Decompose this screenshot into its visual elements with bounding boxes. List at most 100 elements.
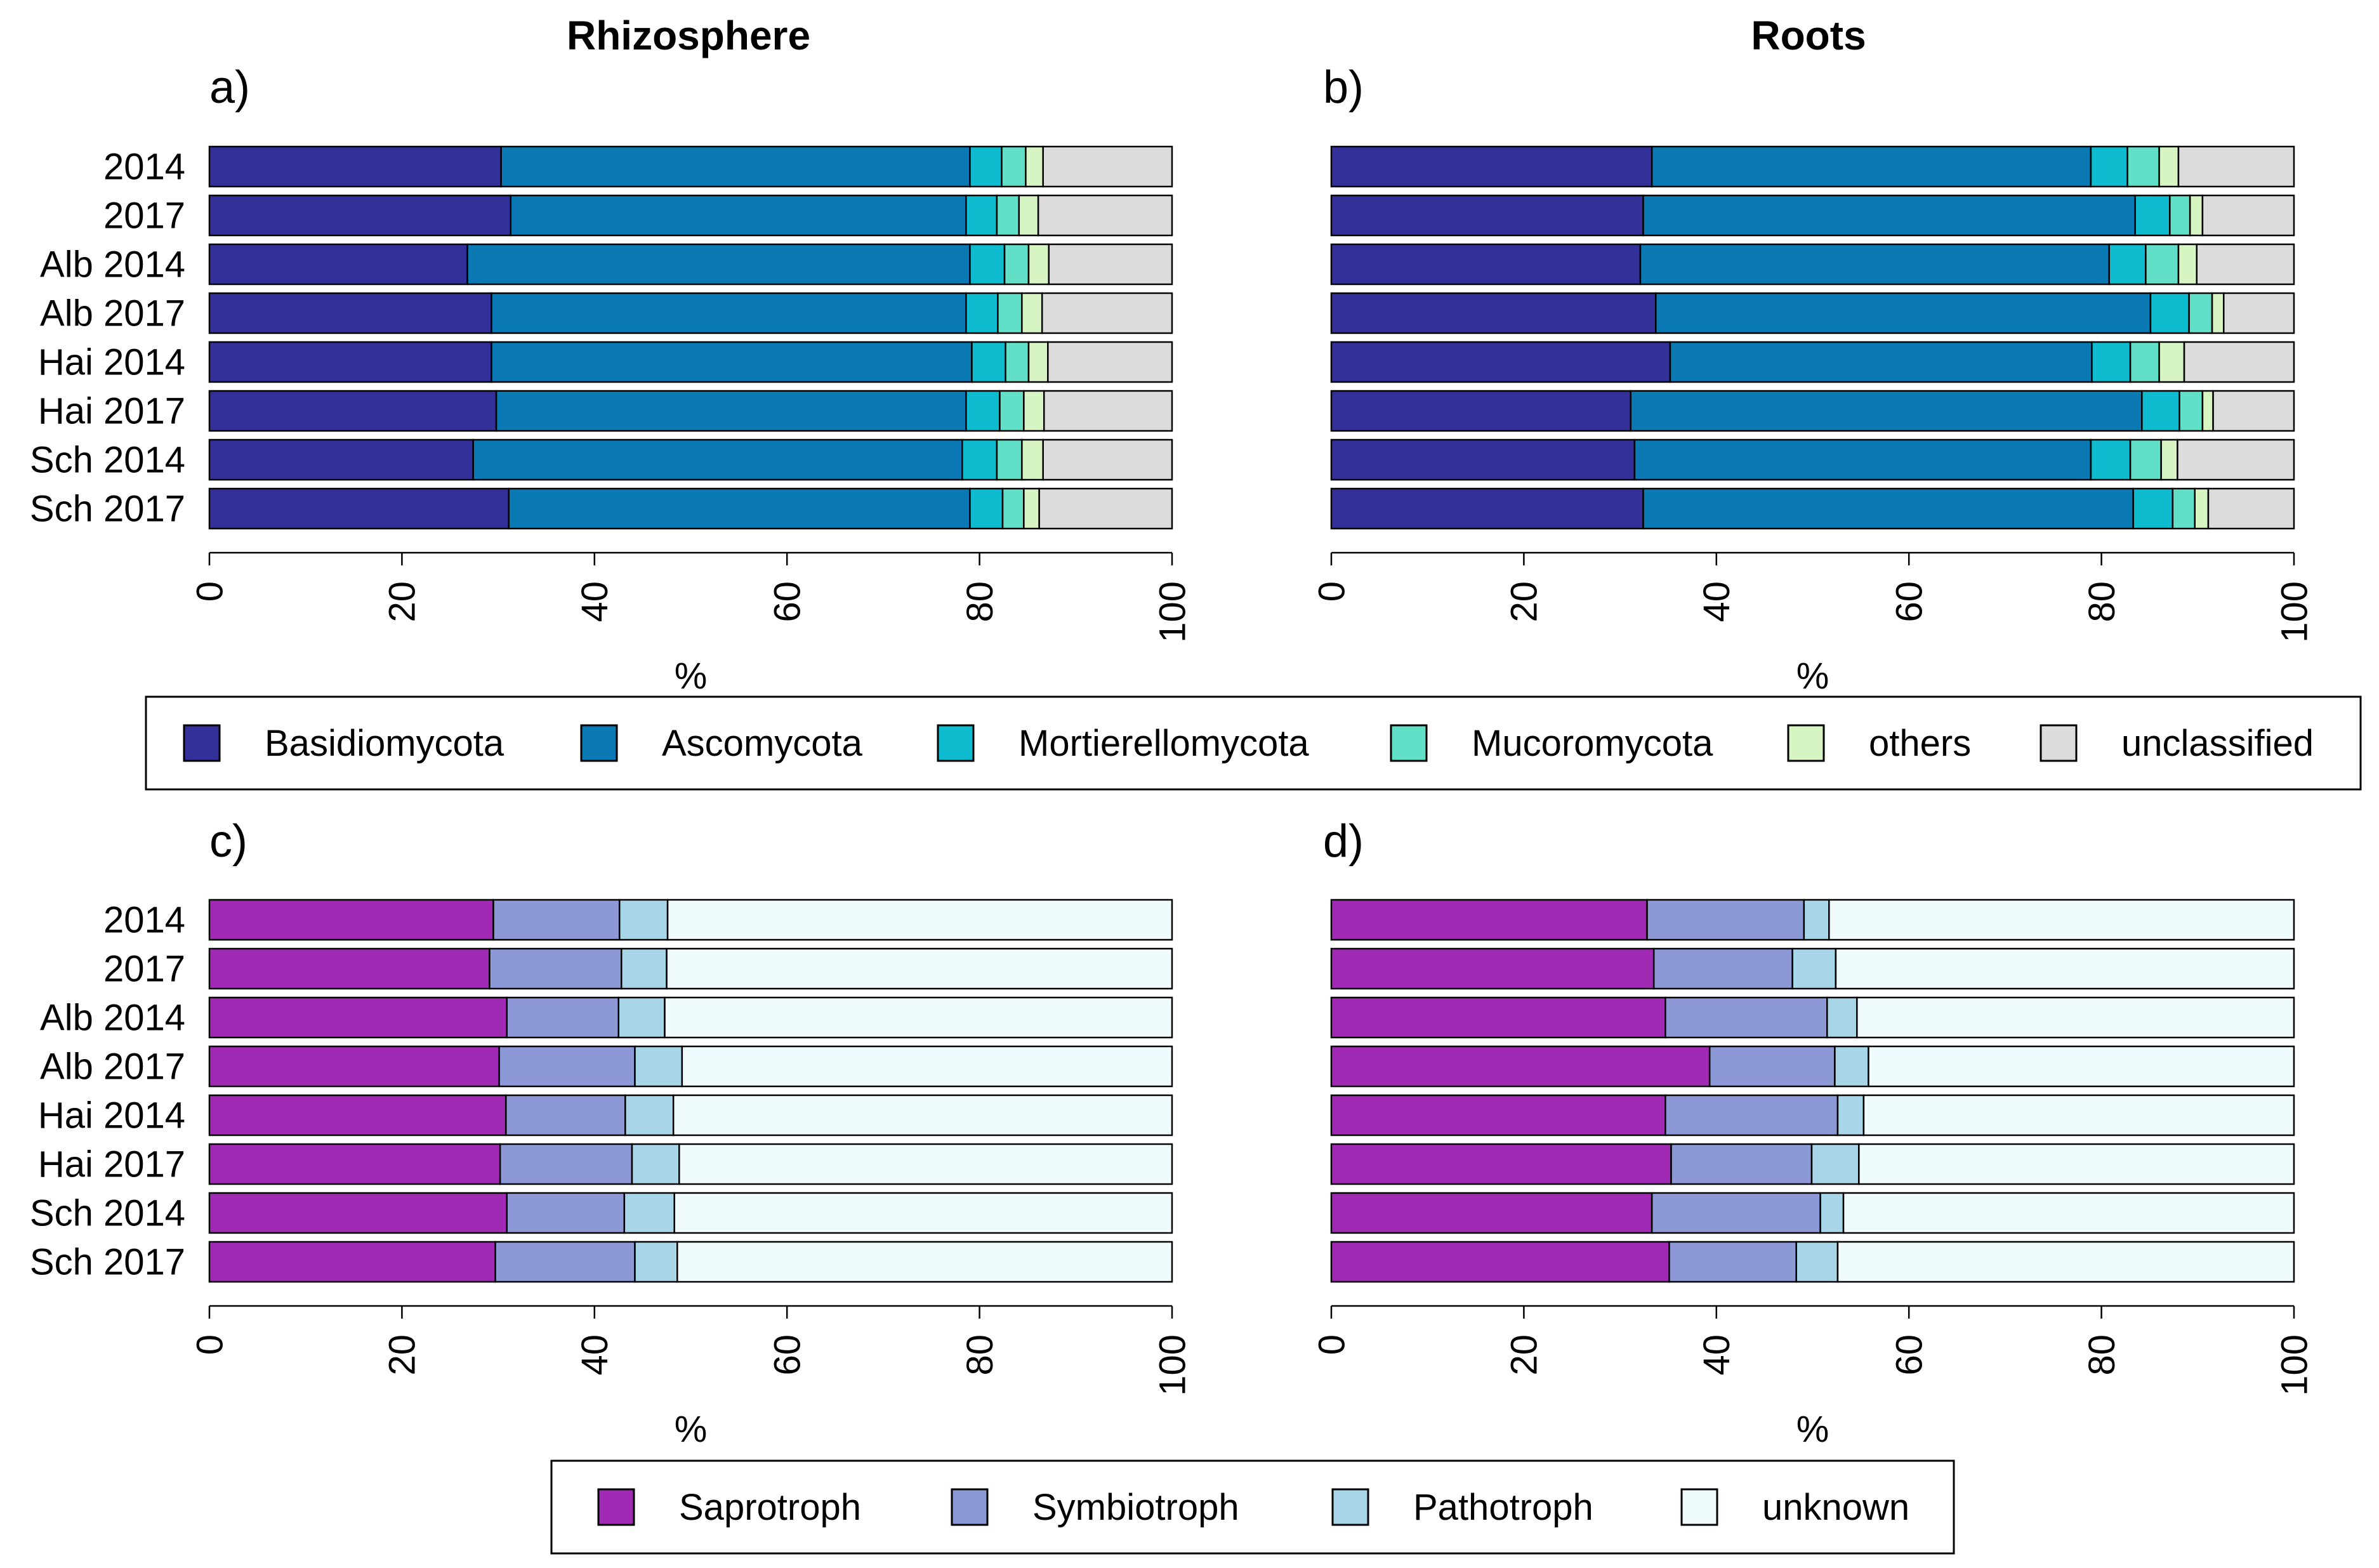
bar-segment-symbiotroph: [1651, 1192, 1821, 1234]
bar-segment-ascomycota: [500, 145, 971, 188]
x-tick-label: 60: [1889, 581, 1930, 623]
x-axis: 0 20 40 60 80 100%: [189, 551, 1193, 697]
legend-entry: Basidiomycota: [183, 723, 504, 764]
bar-segment-symbiotroph: [489, 947, 623, 990]
legend-label: Saprotroph: [679, 1487, 861, 1528]
bar-segment-unknown: [672, 1094, 1173, 1136]
panel-a: a) 2014 2017 Alb 2014 Alb 2017 Hai 2014 Hai 20…: [30, 62, 1193, 697]
category-label: 2017: [103, 195, 185, 237]
legend-entry: Ascomycota: [580, 723, 863, 764]
bar-row: [1330, 947, 2295, 990]
x-axis-label: %: [1796, 656, 1829, 697]
bar-segment-pathotroph: [634, 1045, 683, 1088]
bar-segment-unknown: [1842, 1192, 2295, 1234]
bar-segment-unclassified: [1042, 145, 1173, 188]
bar-segment-symbiotroph: [1664, 1094, 1839, 1136]
bar-segment-unknown: [1828, 899, 2295, 941]
bar-segment-others: [2211, 292, 2225, 334]
bar-segment-unclassified: [2177, 438, 2295, 481]
x-tick-label: 40: [574, 1334, 616, 1376]
bar-segment-mortierellomycota: [971, 341, 1006, 383]
bar-segment-others: [1023, 487, 1040, 530]
category-label: Alb 2014: [40, 998, 185, 1039]
bar-segment-unknown: [678, 1143, 1173, 1185]
bar-row: Alb 2014: [40, 243, 1173, 286]
bar-row: [1330, 1241, 2295, 1283]
x-tick-label: 0: [1311, 581, 1352, 602]
legend-swatch: [937, 724, 975, 762]
bar-segment-symbiotroph: [1708, 1045, 1836, 1088]
category-label: Hai 2014: [38, 342, 185, 383]
legend-label: Symbiotroph: [1032, 1487, 1239, 1528]
header-roots: Roots: [1751, 13, 1866, 58]
category-label: 2017: [103, 949, 185, 990]
bar-segment-mucoromycota: [2129, 341, 2160, 383]
bar-segment-ascomycota: [1642, 194, 2136, 237]
bar-segment-unknown: [1836, 1241, 2295, 1283]
bar-segment-others: [1027, 243, 1050, 286]
legend-entry: unknown: [1680, 1487, 1909, 1528]
bar-segment-basidiomycota: [1330, 292, 1657, 334]
bar-segment-others: [2158, 145, 2180, 188]
legend-entry: Symbiotroph: [951, 1487, 1239, 1528]
bar-segment-ascomycota: [1630, 390, 2143, 432]
bar-segment-mortierellomycota: [961, 438, 998, 481]
bar-row: Sch 2014: [30, 1192, 1173, 1234]
bar-segment-basidiomycota: [208, 341, 492, 383]
bar-segment-basidiomycota: [1330, 390, 1632, 432]
bar-segment-ascomycota: [495, 390, 967, 432]
bar-row: [1330, 899, 2295, 941]
bar-segment-mortierellomycota: [2132, 487, 2174, 530]
bar-segment-unclassified: [1037, 194, 1173, 237]
bar-segment-unknown: [666, 899, 1173, 941]
x-tick-label: 80: [2081, 581, 2123, 623]
legend-guild: Saprotroph Symbiotroph Pathotroph unknown: [550, 1459, 1955, 1555]
bar-row: [1330, 438, 2295, 481]
x-tick-label: 100: [2274, 1334, 2315, 1396]
bar-segment-basidiomycota: [208, 487, 510, 530]
bar-segment-others: [1021, 438, 1044, 481]
bar-segment-pathotroph: [1791, 947, 1837, 990]
bar-segment-unclassified: [1042, 438, 1173, 481]
category-label: Alb 2017: [40, 293, 185, 334]
bar-segment-others: [2177, 243, 2198, 286]
x-tick-label: 0: [1311, 1334, 1352, 1355]
bar-segment-mortierellomycota: [2141, 390, 2180, 432]
bar-segment-ascomycota: [508, 487, 971, 530]
bar-segment-mortierellomycota: [969, 145, 1003, 188]
bar-row: [1330, 996, 2295, 1039]
bar-segment-mucoromycota: [2145, 243, 2180, 286]
bar-row: Hai 2017: [38, 390, 1173, 432]
panel-label: b): [1323, 62, 1364, 113]
panel-d: d) 0 20 40 60 80 100%: [1311, 816, 2315, 1450]
bar-row: Hai 2014: [38, 1094, 1173, 1136]
bar-row: Alb 2014: [40, 996, 1173, 1039]
x-axis-label: %: [1796, 1409, 1829, 1450]
legend-phylum: Basidiomycota Ascomycota Mortierellomycota…: [145, 695, 2362, 791]
legend-label: Mortierellomycota: [1018, 723, 1309, 764]
bar-segment-unknown: [673, 1192, 1173, 1234]
legend-label: Pathotroph: [1413, 1487, 1593, 1528]
bar-segment-unknown: [1868, 1045, 2295, 1088]
bar-segment-mortierellomycota: [2134, 194, 2171, 237]
bar-segment-others: [1021, 292, 1043, 334]
bar-row: [1330, 145, 2295, 188]
bar-segment-others: [2201, 390, 2214, 432]
bar-segment-symbiotroph: [1652, 947, 1793, 990]
bar-row: [1330, 1045, 2295, 1088]
bar-segment-others: [2189, 194, 2204, 237]
category-label: Sch 2017: [30, 1242, 185, 1283]
bar-segment-basidiomycota: [208, 438, 474, 481]
bar-segment-unknown: [1856, 996, 2295, 1039]
legend-entry: Pathotroph: [1331, 1487, 1593, 1528]
bar-row: [1330, 1192, 2295, 1234]
bar-segment-saprotroph: [1330, 947, 1655, 990]
panel-b: b) 0 20 40 60 80 100%: [1311, 62, 2315, 697]
bar-row: [1330, 194, 2295, 237]
bar-segment-mortierellomycota: [965, 390, 1001, 432]
bar-row: [1330, 390, 2295, 432]
panel-label: a): [209, 62, 250, 113]
x-tick-label: 100: [1152, 1334, 1193, 1396]
legend-swatch: [580, 724, 618, 762]
bar-segment-pathotroph: [1826, 996, 1858, 1039]
